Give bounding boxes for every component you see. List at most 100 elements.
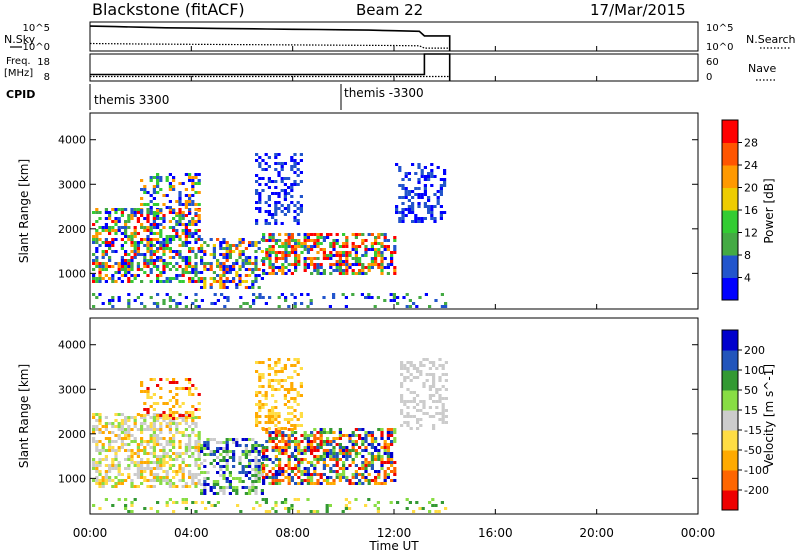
data-cell [194, 501, 198, 504]
data-cell [364, 479, 368, 482]
data-cell [361, 476, 365, 479]
cpid-segment-1: themis 3300 [94, 93, 169, 107]
data-cell [386, 428, 390, 431]
data-cell [351, 446, 355, 449]
data-cell [310, 245, 314, 248]
data-cell [168, 247, 172, 250]
data-cell [393, 473, 397, 476]
data-cell [104, 268, 108, 271]
data-cell [140, 268, 144, 271]
data-cell [299, 415, 303, 418]
data-cell [322, 269, 326, 272]
data-cell [225, 247, 229, 250]
data-cell [175, 455, 179, 458]
data-cell [191, 455, 195, 458]
data-cell [313, 245, 317, 248]
data-cell [152, 262, 156, 265]
data-cell [162, 238, 166, 241]
data-cell [310, 479, 314, 482]
data-cell [120, 232, 124, 235]
data-cell [287, 177, 291, 180]
data-cell [200, 256, 204, 259]
data-cell [127, 437, 131, 440]
data-cell [443, 184, 447, 187]
data-cell [120, 262, 124, 265]
data-cell [386, 467, 390, 470]
data-cell [140, 293, 144, 296]
data-cell [149, 470, 153, 473]
data-cell [156, 247, 160, 250]
data-cell [404, 196, 408, 199]
data-cell [162, 302, 166, 305]
data-cell [140, 384, 144, 387]
data-cell [380, 233, 384, 236]
data-cell [287, 242, 291, 245]
data-cell [332, 452, 336, 455]
data-cell [95, 467, 99, 470]
data-cell [416, 367, 420, 370]
data-cell [191, 411, 195, 414]
data-cell [274, 412, 278, 415]
data-cell [152, 428, 156, 431]
data-cell [278, 464, 282, 467]
data-cell [162, 259, 166, 262]
data-cell [111, 238, 115, 241]
data-cell [127, 416, 131, 419]
data-cell [175, 223, 179, 226]
data-cell [235, 247, 239, 250]
data-cell [290, 183, 294, 186]
data-cell [152, 476, 156, 479]
data-cell [92, 458, 96, 461]
data-cell [345, 266, 349, 269]
data-cell [370, 455, 374, 458]
data-cell [300, 242, 304, 245]
velocity-colorbar-label: Velocity [m s^-1] [762, 364, 776, 468]
data-cell [367, 434, 371, 437]
data-cell [376, 296, 380, 299]
plot-title: Blackstone (fitACF) [92, 0, 245, 19]
data-cell [280, 162, 284, 165]
data-cell [108, 440, 112, 443]
data-cell [440, 293, 444, 296]
data-cell [268, 236, 272, 239]
data-cell [444, 415, 448, 418]
data-cell [238, 477, 242, 480]
data-cell [293, 180, 297, 183]
data-cell [152, 185, 156, 188]
data-cell [130, 241, 134, 244]
data-cell [265, 431, 269, 434]
data-cell [108, 470, 112, 473]
data-cell [271, 180, 275, 183]
data-cell [248, 274, 252, 277]
data-cell [338, 476, 342, 479]
data-cell [149, 425, 153, 428]
data-cell [156, 302, 160, 305]
data-cell [130, 440, 134, 443]
data-cell [284, 507, 288, 510]
data-cell [111, 250, 115, 253]
data-cell [261, 498, 265, 501]
data-cell [377, 251, 381, 254]
data-cell [316, 263, 320, 266]
data-cell [209, 268, 213, 271]
data-cell [168, 185, 172, 188]
freq-series-line [90, 53, 451, 81]
power-colorbar-label: Power [dB] [762, 178, 776, 243]
data-cell [268, 437, 272, 440]
data-cell [401, 217, 405, 220]
data-cell [133, 211, 137, 214]
data-cell [248, 489, 252, 492]
data-cell [98, 428, 102, 431]
data-cell [258, 400, 262, 403]
data-cell [165, 452, 169, 455]
data-cell [95, 277, 99, 280]
data-cell [383, 248, 387, 251]
data-cell [168, 296, 172, 299]
data-cell [280, 165, 284, 168]
data-cell [197, 402, 201, 405]
data-cell [168, 173, 172, 176]
data-cell [310, 476, 314, 479]
data-cell [156, 473, 160, 476]
data-cell [296, 373, 300, 376]
data-cell [194, 182, 198, 185]
